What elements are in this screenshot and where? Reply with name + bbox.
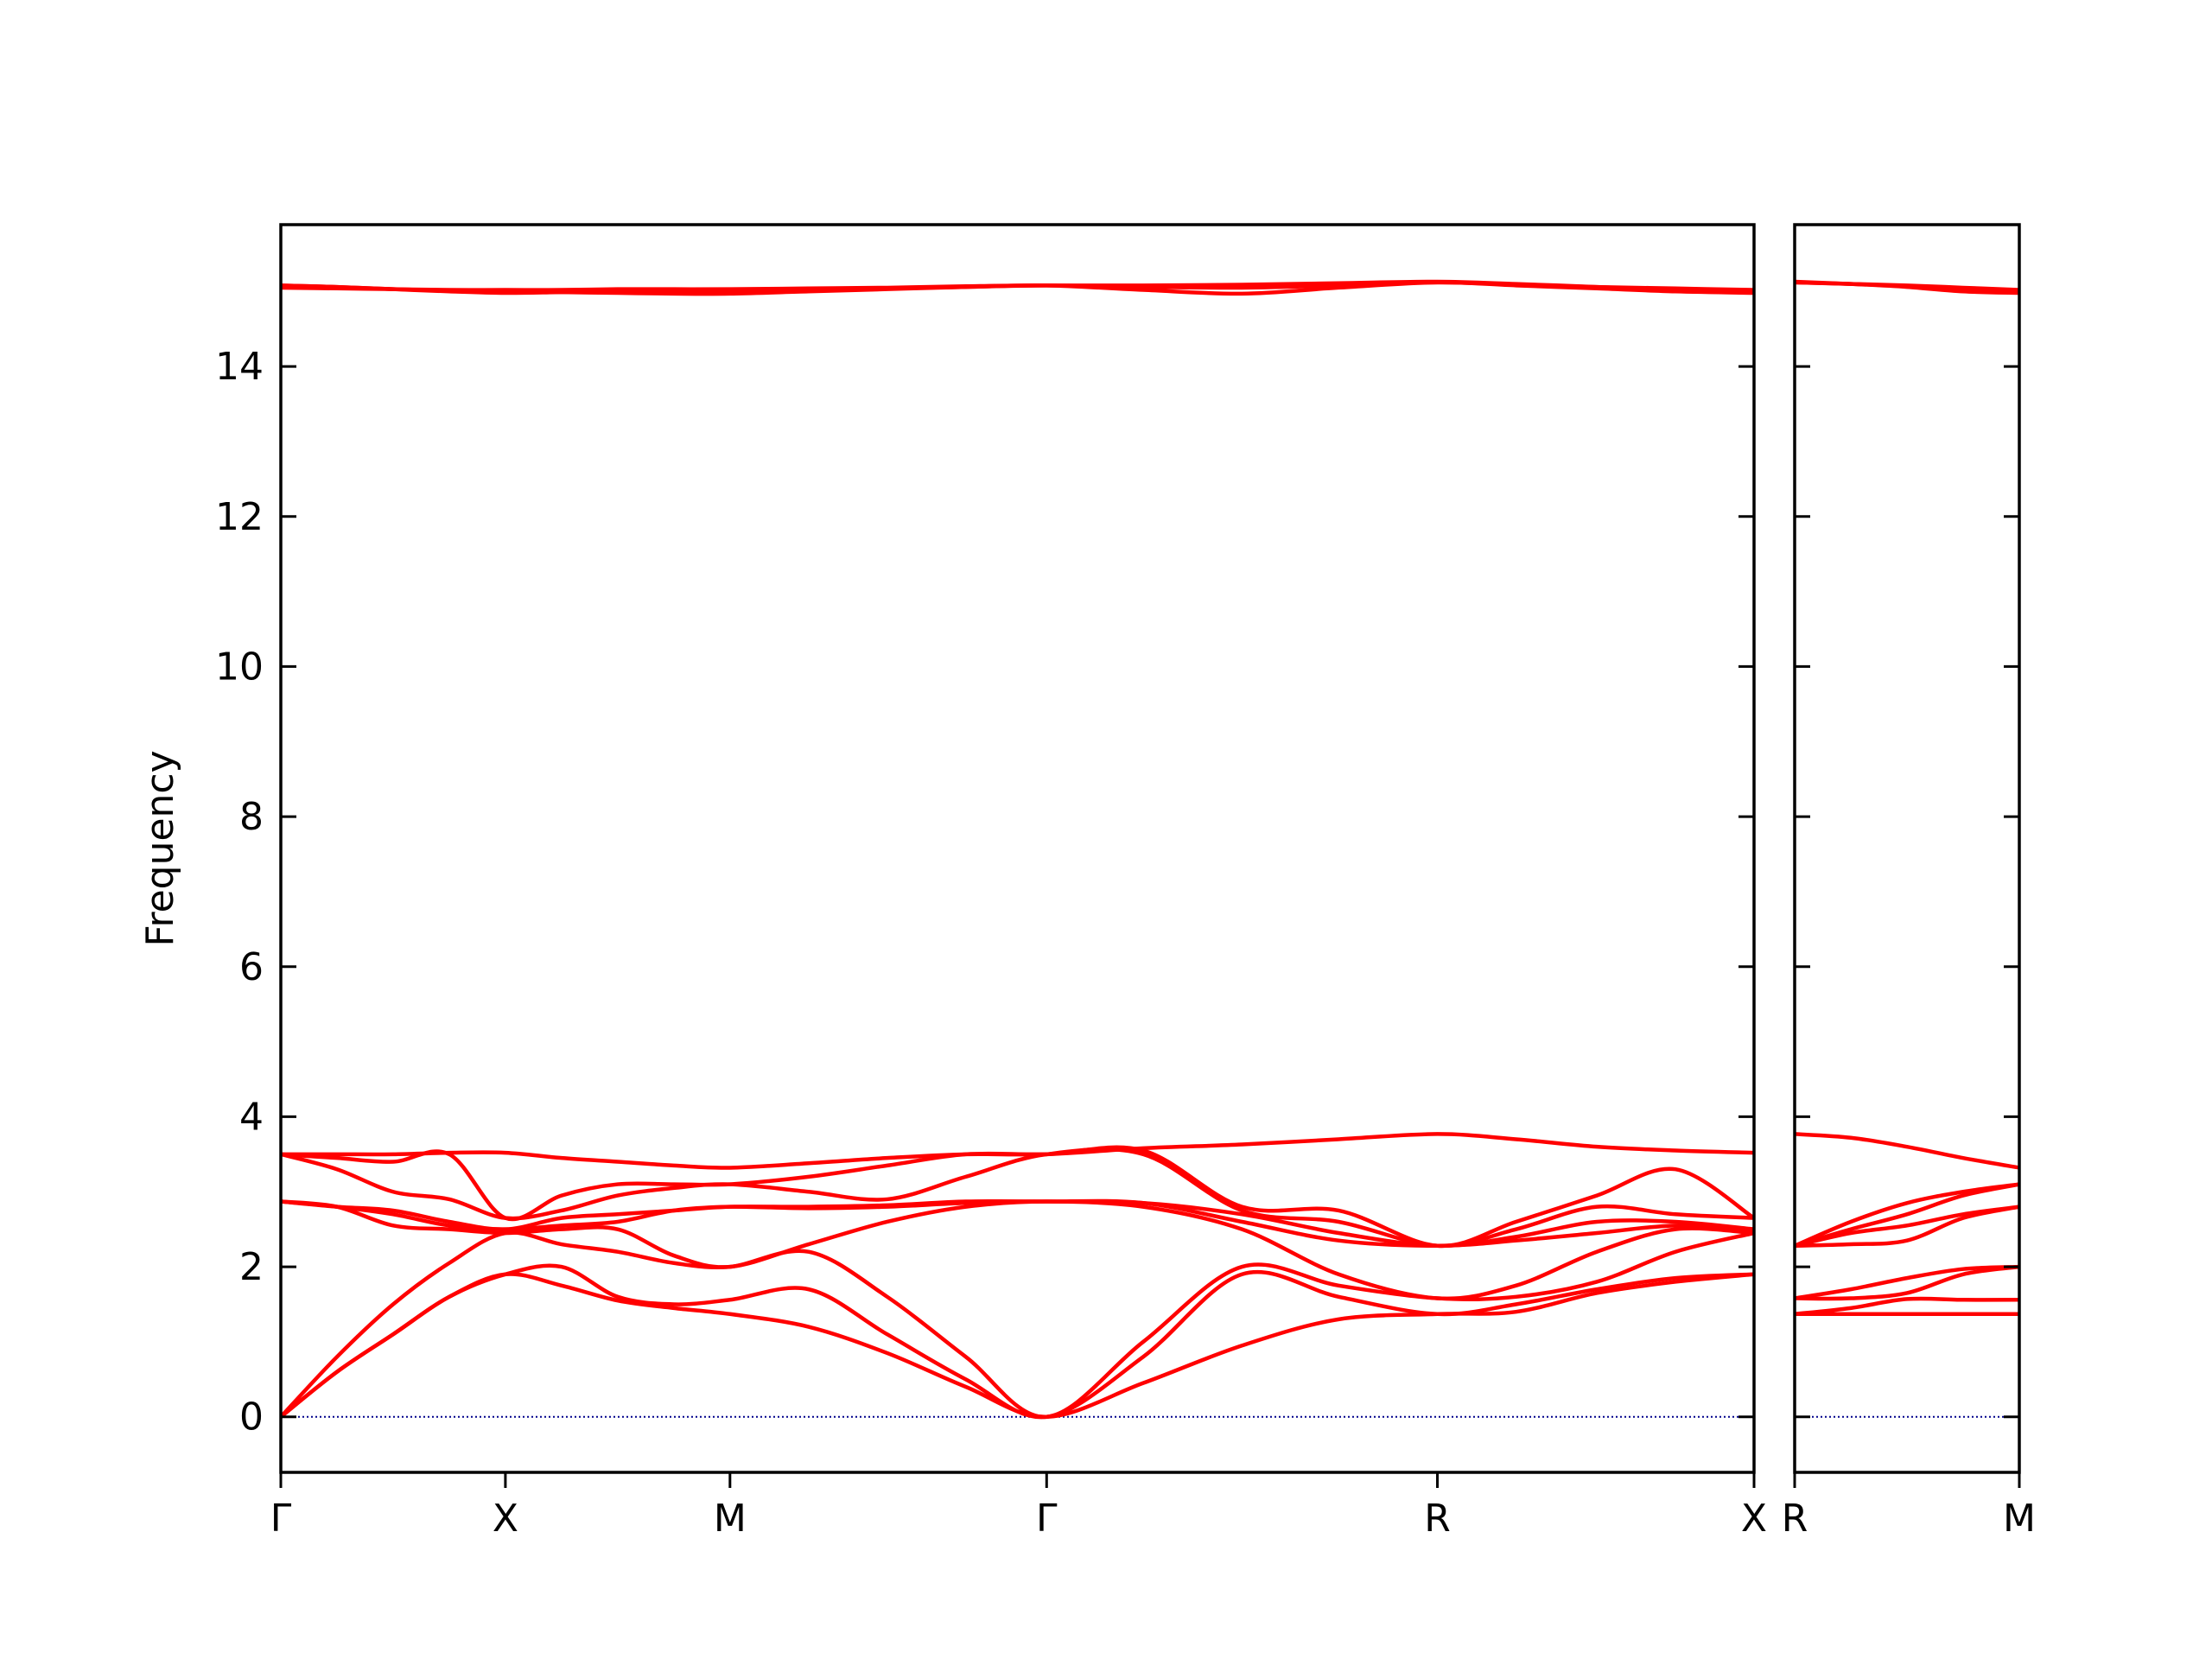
band-line [281, 1145, 1754, 1249]
band-line [1795, 1264, 2019, 1300]
x-tick-label: Γ [270, 1497, 292, 1541]
y-tick-label: 12 [215, 495, 264, 539]
plot-area [281, 279, 1754, 1420]
x-tick-label: X [493, 1497, 518, 1541]
y-tick-label: 6 [239, 945, 264, 989]
band-line [281, 1230, 1754, 1419]
band-line [1795, 1205, 2019, 1248]
axes-frame [279, 223, 1756, 1474]
y-tick-label: 2 [239, 1245, 264, 1289]
band-line [1795, 1205, 2019, 1249]
band-line [1795, 1264, 2019, 1301]
band-line [281, 280, 1754, 292]
band-line [281, 1199, 1754, 1301]
band-line [1795, 1182, 2019, 1248]
band-line [281, 1198, 1754, 1249]
y-tick-label: 14 [215, 345, 264, 389]
y-tick-label: 0 [239, 1395, 264, 1440]
band-line [281, 1147, 1754, 1249]
x-tick-label: X [1741, 1497, 1767, 1541]
plot-area [1795, 279, 2019, 1317]
band-line [1795, 1132, 2019, 1170]
band-line [281, 1263, 1754, 1420]
y-tick-label: 10 [215, 645, 264, 689]
x-tick-label: M [2003, 1497, 2036, 1541]
y-axis-label: Frequency [138, 750, 182, 946]
band-line [281, 1132, 1754, 1170]
axes-frame [1793, 223, 2021, 1474]
x-tick-label: M [714, 1497, 747, 1541]
x-tick-label: Γ [1036, 1497, 1058, 1541]
band-line [1795, 1182, 2019, 1248]
band-line [1795, 1296, 2019, 1317]
band-line [1795, 280, 2019, 292]
x-tick-label: R [1424, 1497, 1451, 1541]
x-tick-label: R [1782, 1497, 1808, 1541]
y-tick-label: 8 [239, 795, 264, 839]
y-tick-label: 4 [239, 1095, 264, 1139]
